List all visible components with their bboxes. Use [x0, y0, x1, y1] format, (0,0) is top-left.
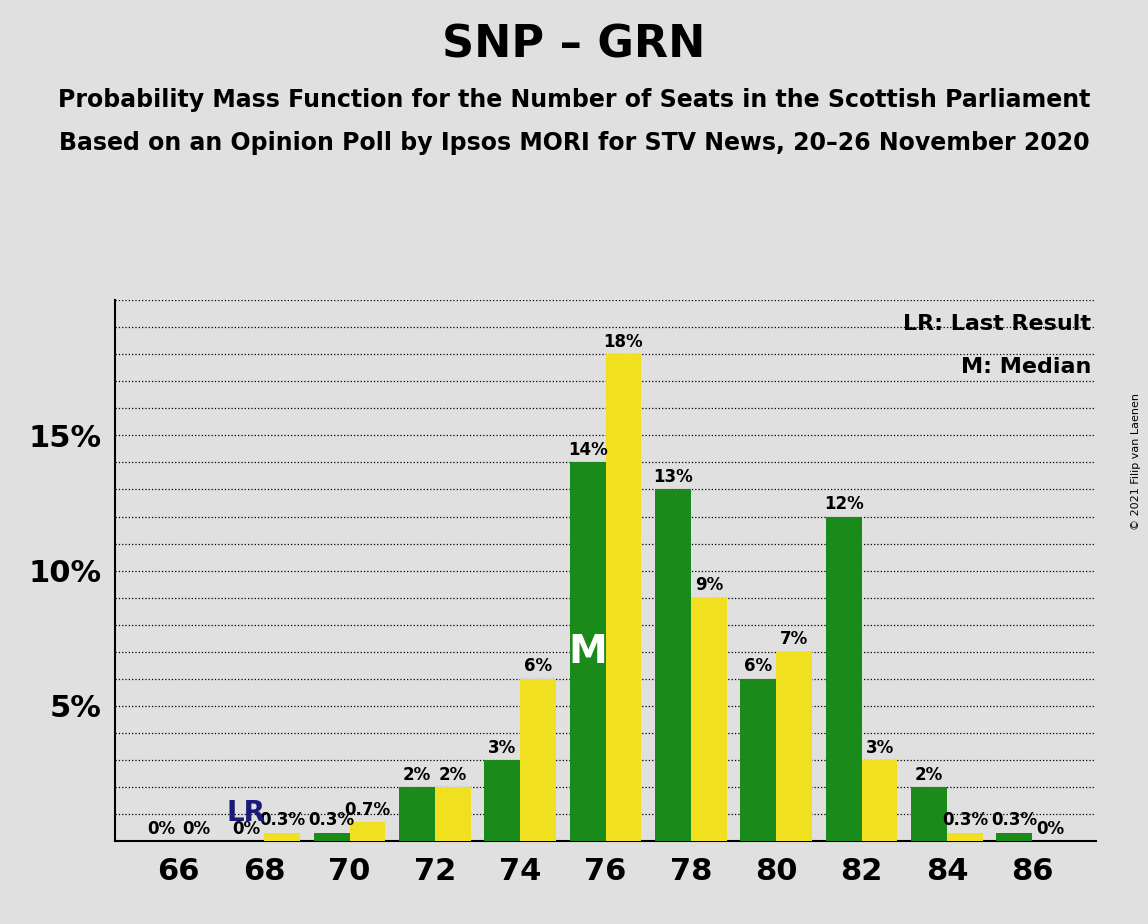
Text: 2%: 2% — [915, 766, 944, 784]
Text: 18%: 18% — [604, 334, 643, 351]
Bar — [484, 760, 520, 841]
Text: 3%: 3% — [866, 738, 893, 757]
Bar — [569, 462, 606, 841]
Text: 14%: 14% — [568, 442, 607, 459]
Bar — [656, 490, 691, 841]
Text: 0.3%: 0.3% — [941, 811, 988, 830]
Text: LR: Last Result: LR: Last Result — [903, 314, 1092, 334]
Bar — [825, 517, 862, 841]
Text: Probability Mass Function for the Number of Seats in the Scottish Parliament: Probability Mass Function for the Number… — [57, 88, 1091, 112]
Bar — [740, 678, 776, 841]
Bar — [947, 833, 983, 841]
Text: M: Median: M: Median — [961, 357, 1092, 377]
Text: 7%: 7% — [781, 630, 808, 649]
Bar — [862, 760, 898, 841]
Bar — [264, 833, 300, 841]
Bar — [606, 355, 642, 841]
Bar — [912, 787, 947, 841]
Text: 9%: 9% — [695, 577, 723, 594]
Text: 12%: 12% — [824, 495, 863, 513]
Text: 0.3%: 0.3% — [259, 811, 305, 830]
Text: 13%: 13% — [653, 468, 693, 486]
Text: Based on an Opinion Poll by Ipsos MORI for STV News, 20–26 November 2020: Based on an Opinion Poll by Ipsos MORI f… — [59, 131, 1089, 155]
Bar — [520, 678, 556, 841]
Text: 0.3%: 0.3% — [309, 811, 355, 830]
Text: 0%: 0% — [1037, 820, 1064, 837]
Text: 6%: 6% — [744, 658, 773, 675]
Text: 2%: 2% — [439, 766, 467, 784]
Text: 3%: 3% — [488, 738, 517, 757]
Bar — [435, 787, 471, 841]
Text: 6%: 6% — [525, 658, 552, 675]
Text: 2%: 2% — [403, 766, 430, 784]
Text: © 2021 Filip van Laenen: © 2021 Filip van Laenen — [1131, 394, 1141, 530]
Bar — [400, 787, 435, 841]
Bar — [691, 598, 727, 841]
Text: M: M — [568, 633, 607, 671]
Text: SNP – GRN: SNP – GRN — [442, 23, 706, 67]
Bar — [776, 651, 812, 841]
Text: 0%: 0% — [147, 820, 174, 837]
Text: 0%: 0% — [232, 820, 261, 837]
Bar — [996, 833, 1032, 841]
Bar — [313, 833, 349, 841]
Text: 0%: 0% — [183, 820, 211, 837]
Text: 0.7%: 0.7% — [344, 801, 390, 819]
Text: LR: LR — [227, 799, 265, 827]
Text: 0.3%: 0.3% — [992, 811, 1038, 830]
Bar — [349, 822, 386, 841]
